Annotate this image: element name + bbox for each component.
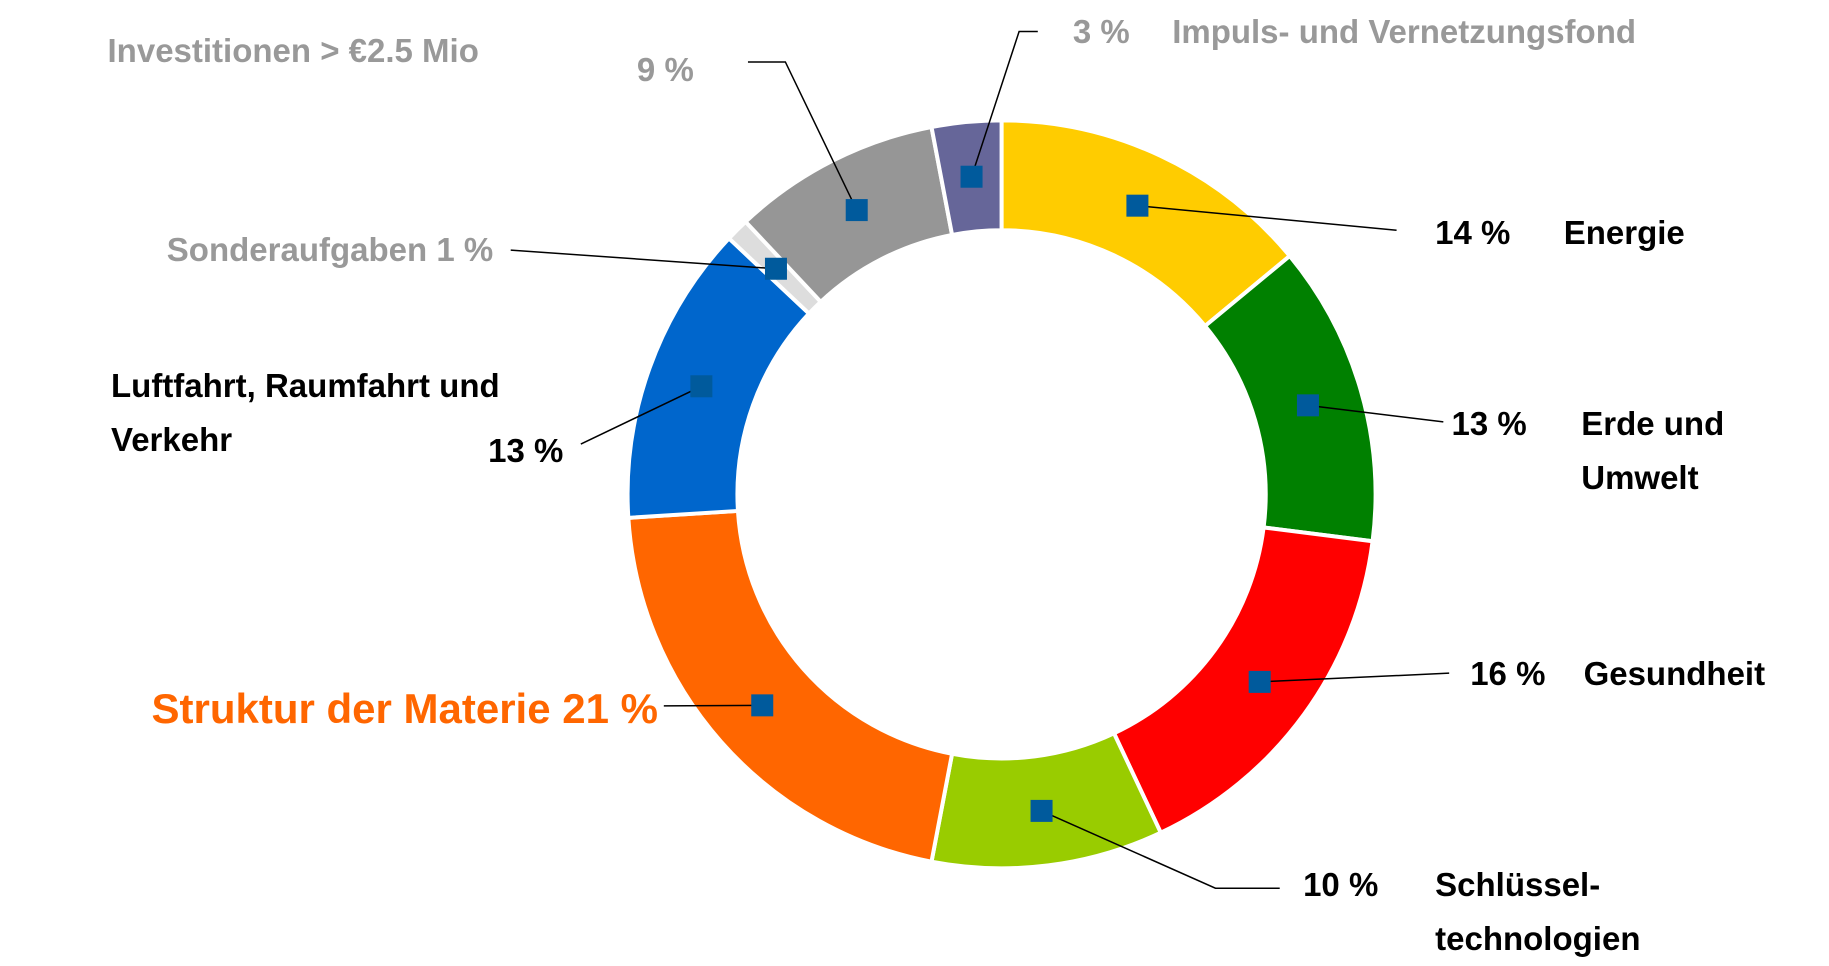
category-label: Gesundheit (1583, 655, 1766, 693)
label-marker (751, 694, 774, 717)
label-marker (1030, 799, 1053, 822)
value-label: 9 % (636, 51, 694, 89)
leader-line (663, 704, 763, 707)
leader-line (510, 249, 777, 270)
leader-line (1259, 672, 1450, 683)
category-label: Luftfahrt, Raumfahrt und Verkehr (111, 366, 500, 458)
leader-line (1137, 204, 1397, 231)
category-label: Struktur der Materie (151, 685, 551, 733)
category-label: Investitionen > €2.5 Mio (107, 32, 479, 70)
label-marker (845, 199, 868, 222)
value-label: 3 % (1072, 12, 1130, 50)
value-label: 13 % (1451, 405, 1527, 443)
category-label: Impuls- und Vernetzungsfond (1172, 12, 1637, 50)
leader-line (1307, 404, 1444, 423)
segment-label: Struktur der Materie 21 % (151, 682, 658, 736)
value-label: 13 % (488, 432, 564, 470)
donut-segment (626, 508, 955, 865)
value-label: 16 % (1470, 655, 1546, 693)
label-marker (764, 257, 787, 280)
value-label: 10 % (1303, 865, 1379, 903)
label-marker (1248, 670, 1271, 693)
category-label: Erde und Umwelt (1581, 405, 1725, 497)
leader-line (1041, 810, 1280, 889)
donut-segment (1111, 525, 1375, 836)
category-label: Sonderaufgaben (166, 231, 428, 269)
category-label: Energie (1563, 213, 1685, 251)
label-marker (690, 375, 713, 398)
leader-line (580, 385, 702, 445)
label-marker (1126, 194, 1149, 217)
leader-line (970, 30, 1038, 177)
category-label: Schlüssel-technologien (1435, 865, 1641, 957)
value-label: 14 % (1435, 213, 1511, 251)
label-marker (960, 165, 983, 188)
label-marker (1296, 394, 1319, 417)
value-label: 1 % (436, 231, 494, 269)
leader-line (747, 61, 858, 211)
segment-label: Sonderaufgaben 1 % (167, 223, 493, 277)
value-label: 21 % (562, 685, 658, 733)
